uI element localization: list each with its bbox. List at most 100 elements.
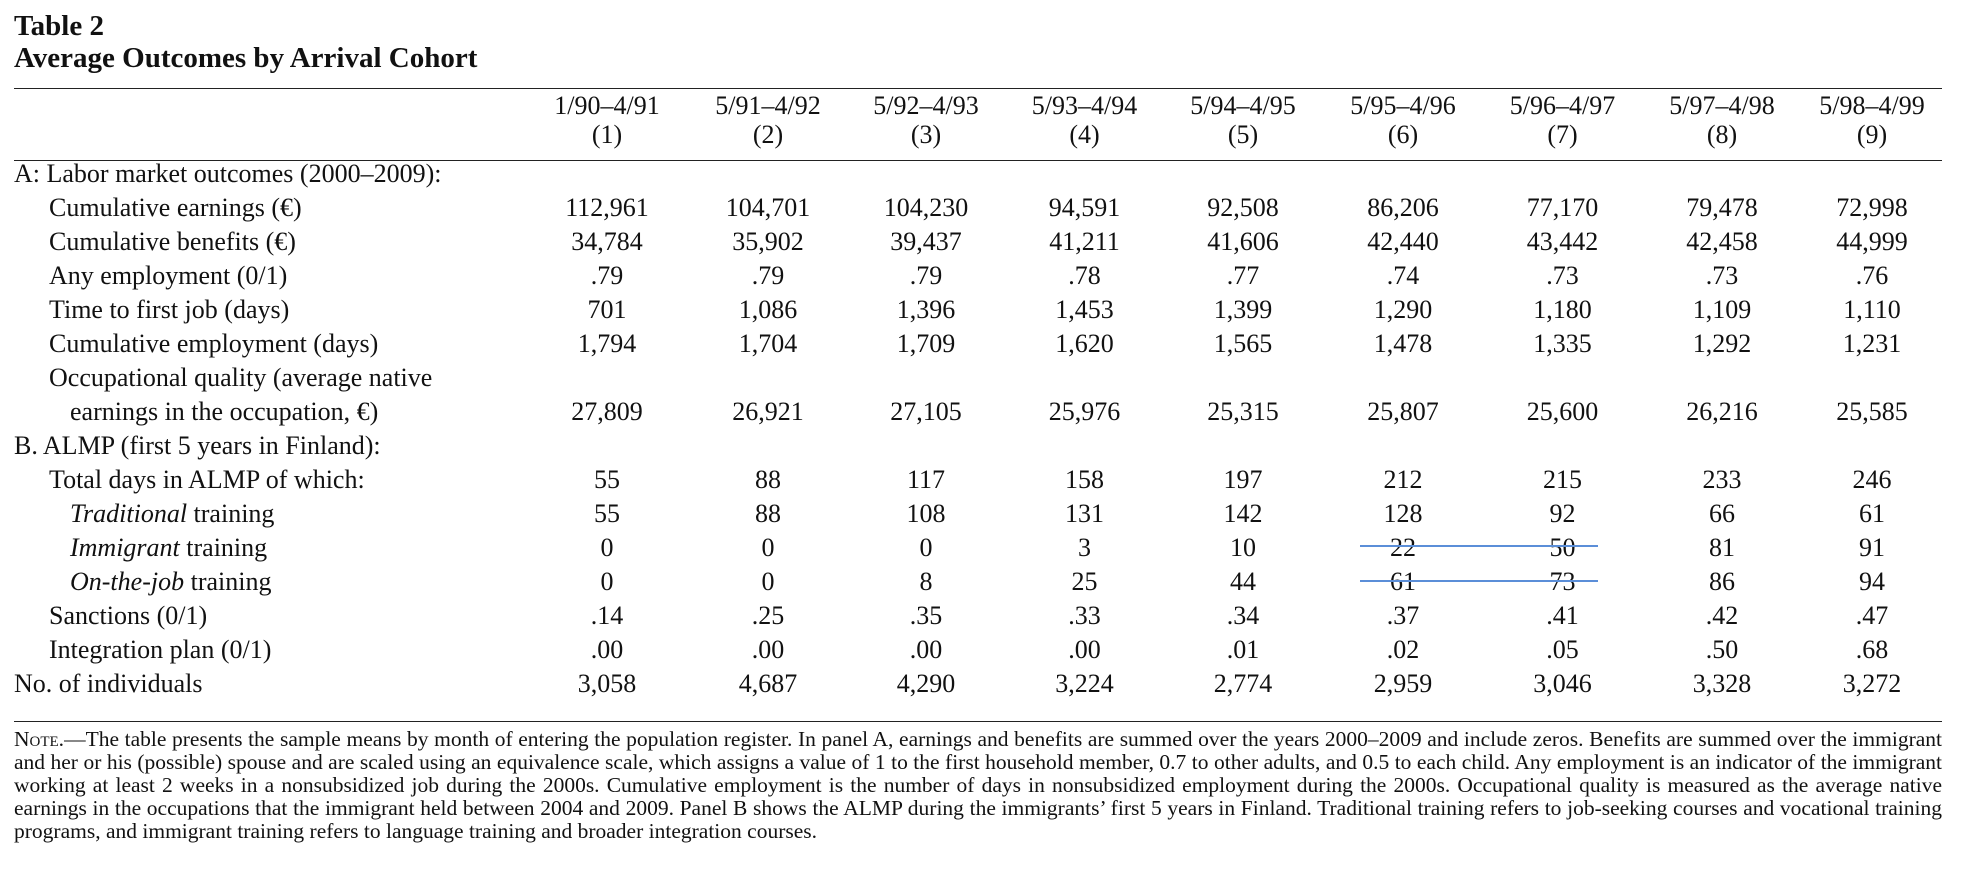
table-row: Immigrant training 0 0 0 3 10 22 50 81 9… — [14, 531, 1942, 565]
row-label: Any employment (0/1) — [49, 261, 288, 290]
bottom-rule — [14, 721, 1942, 722]
cell: .01 — [1226, 635, 1260, 664]
cell: 42,440 — [1367, 227, 1439, 256]
cell: 61 — [1390, 567, 1416, 596]
cell: 26,921 — [732, 397, 804, 426]
cell: .79 — [751, 261, 785, 290]
cell: 1,290 — [1373, 295, 1433, 324]
cell: 50 — [1549, 533, 1576, 562]
cell: .35 — [909, 601, 943, 630]
cell: .05 — [1546, 635, 1579, 664]
cell: 25,807 — [1367, 397, 1439, 426]
cell: 88 — [755, 465, 781, 494]
table-label: Table 2 — [14, 10, 104, 42]
table-row: Integration plan (0/1) .00 .00 .00 .00 .… — [14, 633, 1942, 667]
cell: 0 — [761, 533, 775, 562]
cell: 25,315 — [1207, 397, 1279, 426]
top-rule — [14, 88, 1942, 89]
cell: 27,809 — [571, 397, 643, 426]
highlight-line — [1360, 580, 1598, 582]
row-label: Occupational quality (average native — [49, 363, 433, 392]
cell: 1,453 — [1055, 295, 1114, 324]
cell: 39,437 — [890, 227, 962, 256]
cell: 0 — [600, 567, 614, 596]
cell: .00 — [751, 635, 785, 664]
cell: .73 — [1546, 261, 1579, 290]
col-cohort: 1/90–4/91 — [554, 91, 660, 120]
cell: .00 — [590, 635, 624, 664]
cell: .00 — [909, 635, 943, 664]
cell: .37 — [1386, 601, 1420, 630]
cell: .76 — [1855, 261, 1889, 290]
note-lead: Note. — [14, 727, 65, 751]
panel-b-heading-row: B. ALMP (first 5 years in Finland): — [14, 429, 1942, 463]
cell: 77,170 — [1526, 193, 1599, 222]
panel-b-heading: B. ALMP (first 5 years in Finland): — [14, 431, 381, 460]
table-row: No. of individuals 3,058 4,687 4,290 3,2… — [14, 667, 1942, 701]
cell: 1,399 — [1213, 295, 1273, 324]
cell: 2,959 — [1373, 669, 1433, 698]
cell: 55 — [594, 465, 620, 494]
table-note: Note.—The table presents the sample mean… — [14, 728, 1942, 843]
row-label: Cumulative benefits (€) — [49, 227, 296, 256]
cell: 91 — [1859, 533, 1885, 562]
row-label: Sanctions (0/1) — [49, 601, 208, 630]
cell: 61 — [1859, 499, 1885, 528]
row-label-rest: training — [184, 567, 272, 596]
col-cohort: 5/92–4/93 — [873, 91, 979, 120]
panel-a-heading: A: Labor market outcomes (2000–2009): — [14, 159, 442, 188]
cell: 215 — [1543, 465, 1582, 494]
table-row: On-the-job training 0 0 8 25 44 61 73 86… — [14, 565, 1942, 599]
header-rule — [14, 160, 1942, 161]
table-row: Sanctions (0/1) .14 .25 .35 .33 .34 .37 … — [14, 599, 1942, 633]
row-label: No. of individuals — [14, 669, 203, 698]
cell: 4,687 — [738, 669, 798, 698]
table-row: Occupational quality (average native — [14, 361, 1942, 395]
row-label-italic: Traditional — [70, 499, 188, 528]
header-blank — [14, 91, 524, 120]
cell: 0 — [919, 533, 933, 562]
col-number: (3) — [910, 120, 942, 149]
cell: 142 — [1223, 499, 1263, 528]
cell: 72,998 — [1836, 193, 1908, 222]
cell: .34 — [1226, 601, 1260, 630]
cell: 3,224 — [1055, 669, 1114, 698]
cell: 1,292 — [1692, 329, 1752, 358]
row-label-italic: Immigrant — [70, 533, 180, 562]
cell: .77 — [1226, 261, 1260, 290]
highlight-line — [1360, 545, 1598, 547]
cell: .73 — [1705, 261, 1739, 290]
cell: .02 — [1386, 635, 1420, 664]
table-row: Cumulative benefits (€) 34,784 35,902 39… — [14, 225, 1942, 259]
cell: 158 — [1065, 465, 1104, 494]
cell: 197 — [1223, 465, 1263, 494]
row-label: Traditional training — [14, 497, 524, 531]
cell: 94,591 — [1048, 193, 1121, 222]
row-label: Time to first job (days) — [49, 295, 290, 324]
cell: 44 — [1230, 567, 1256, 596]
cell: 41,606 — [1207, 227, 1279, 256]
cell: 1,794 — [577, 329, 637, 358]
cell: 233 — [1702, 465, 1742, 494]
cell: .42 — [1705, 601, 1739, 630]
cell: 0 — [761, 567, 775, 596]
table-row: Time to first job (days) 701 1,086 1,396… — [14, 293, 1942, 327]
header-blank — [14, 120, 524, 157]
col-number: (6) — [1387, 120, 1419, 149]
cell: .79 — [909, 261, 943, 290]
cell: 4,290 — [896, 669, 956, 698]
cell: 104,701 — [725, 193, 811, 222]
cell: 10 — [1230, 533, 1256, 562]
cell: 1,110 — [1843, 295, 1901, 324]
cell: 22 — [1390, 533, 1416, 562]
table-row: Any employment (0/1) .79 .79 .79 .78 .77… — [14, 259, 1942, 293]
col-cohort: 5/96–4/97 — [1509, 91, 1616, 120]
col-number: (8) — [1706, 120, 1738, 149]
cell: .14 — [590, 601, 624, 630]
cell: 86 — [1709, 567, 1735, 596]
cell: 1,704 — [738, 329, 798, 358]
cell: 1,396 — [896, 295, 956, 324]
cell: 3,046 — [1533, 669, 1592, 698]
cell: .78 — [1068, 261, 1101, 290]
cell: 73 — [1549, 567, 1576, 596]
